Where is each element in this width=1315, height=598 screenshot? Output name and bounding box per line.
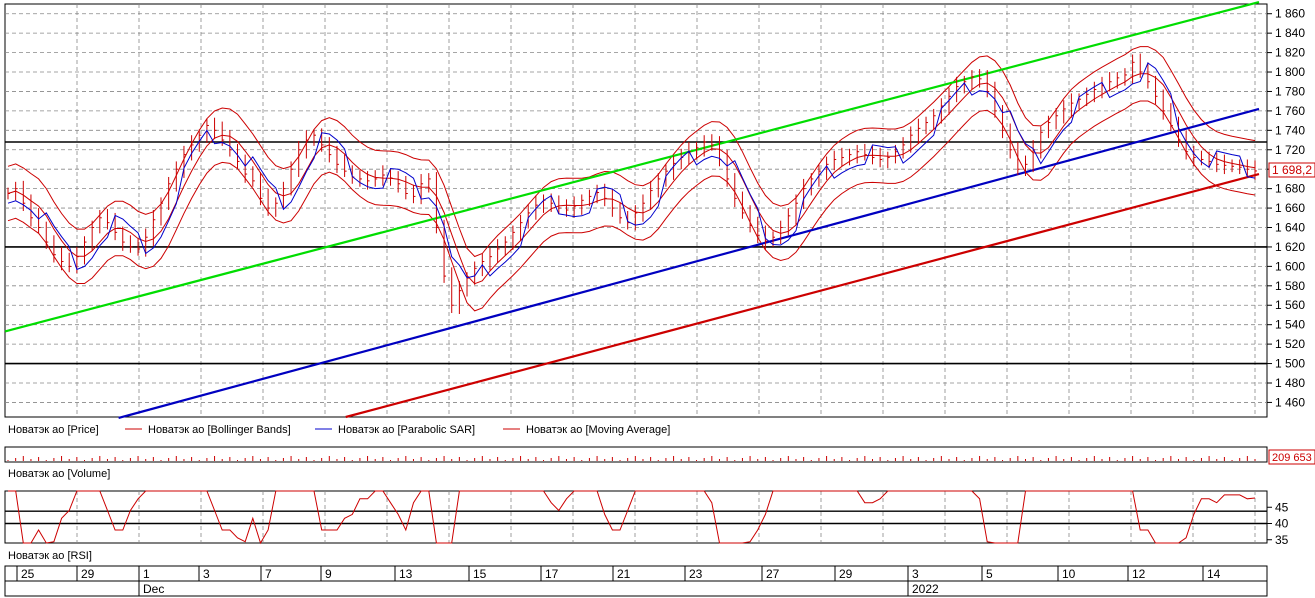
last-volume-box	[1268, 449, 1315, 465]
x-tick-label: 7	[265, 567, 272, 581]
y-tick-label: 1 840	[1275, 26, 1305, 40]
sar-line	[7, 62, 1256, 279]
trendline	[4, 0, 1260, 333]
y-tick-label: 1 540	[1275, 318, 1305, 332]
x-tick-label: 17	[545, 567, 559, 581]
x-tick-label: 3	[203, 567, 210, 581]
rsi-tick-label: 45	[1275, 500, 1289, 514]
x-tick-label: 13	[399, 567, 413, 581]
bollinger-bands	[7, 46, 1256, 312]
parabolic-sar	[7, 62, 1256, 279]
y-tick-label: 1 560	[1275, 298, 1305, 312]
y-tick-label: 1 660	[1275, 201, 1305, 215]
y-tick-label: 1 780	[1275, 84, 1305, 98]
last-price-box	[1268, 162, 1315, 178]
y-tick-label: 1 740	[1275, 123, 1305, 137]
month-label: Dec	[143, 582, 164, 596]
y-tick-label: 1 600	[1275, 259, 1305, 273]
price-bars	[7, 53, 1257, 314]
x-tick-label: 5	[986, 567, 993, 581]
y-tick-label: 1 720	[1275, 143, 1305, 157]
x-tick-label: 21	[617, 567, 631, 581]
legend-sar: Новатэк ао [Parabolic SAR]	[338, 424, 475, 436]
x-tick-label: 9	[325, 567, 332, 581]
x-tick-label: 15	[473, 567, 487, 581]
month-label: 2022	[912, 582, 939, 596]
price-panel: 1 460 1 480 1 500 1 520 1 540 1 560 1 580 1 600…	[4, 0, 1315, 420]
moving-average	[7, 73, 1256, 285]
rsi-legend: Новатэк ао [RSI]	[8, 550, 92, 562]
price-plot-frame	[4, 3, 1268, 418]
x-tick-label: 29	[81, 567, 95, 581]
rsi-line	[8, 490, 1256, 545]
trendline	[345, 172, 1260, 419]
legend: Новатэк ао [Price] Новатэк ао [Bollinger…	[0, 420, 1315, 438]
legend-ma: Новатэк ао [Moving Average]	[526, 424, 670, 436]
y-tick-label: 1 480	[1275, 376, 1305, 390]
price-grid	[5, 4, 1267, 417]
y-tick-label: 1 640	[1275, 221, 1305, 235]
rsi-tick-label: 40	[1275, 517, 1289, 531]
x-tick-label: 14	[1207, 567, 1221, 581]
rsi-panel: 45 40 35 Новатэк ао [RSI]	[4, 490, 1289, 562]
bollinger-lower	[7, 100, 1256, 312]
x-tick-label: 1	[143, 567, 150, 581]
last-volume-label: 209 653	[1272, 452, 1312, 464]
x-tick-label: 12	[1132, 567, 1146, 581]
horizontal-levels	[5, 141, 1267, 365]
legend-bollinger: Новатэк ао [Bollinger Bands]	[148, 424, 291, 436]
rsi-y-axis: 45 40 35	[1267, 500, 1289, 547]
y-tick-label: 1 680	[1275, 182, 1305, 196]
x-tick-label: 3	[912, 567, 919, 581]
bollinger-upper	[7, 46, 1256, 258]
y-tick-label: 1 500	[1275, 357, 1305, 371]
y-tick-label: 1 580	[1275, 279, 1305, 293]
volume-legend: Новатэк ао [Volume]	[8, 468, 110, 480]
y-tick-label: 1 460	[1275, 395, 1305, 409]
x-tick-label: 25	[21, 567, 35, 581]
y-tick-label: 1 520	[1275, 337, 1305, 351]
x-tick-label: 10	[1062, 567, 1076, 581]
last-price-label: 1 698,2	[1272, 163, 1312, 177]
trendlines	[4, 0, 1260, 420]
rsi-path	[8, 490, 1256, 545]
volume-panel: 209 653 Новатэк ао [Volume]	[4, 446, 1315, 480]
volume-plot-frame	[4, 446, 1268, 463]
y-tick-label: 1 620	[1275, 240, 1305, 254]
x-tick-label: 23	[689, 567, 703, 581]
legend-price: Новатэк ао [Price]	[8, 424, 99, 436]
trendline	[118, 107, 1260, 420]
volume-bars	[7, 456, 1256, 461]
y-tick-label: 1 800	[1275, 65, 1305, 79]
y-tick-label: 1 760	[1275, 104, 1305, 118]
x-tick-label: 27	[766, 567, 780, 581]
rsi-plot-frame	[4, 490, 1268, 544]
y-tick-label: 1 820	[1275, 46, 1305, 60]
y-tick-label: 1 860	[1275, 7, 1305, 21]
x-tick-label: 29	[839, 567, 853, 581]
rsi-tick-label: 35	[1275, 533, 1289, 547]
price-y-axis: 1 460 1 480 1 500 1 520 1 540 1 560 1 580 1 600…	[1267, 7, 1305, 409]
